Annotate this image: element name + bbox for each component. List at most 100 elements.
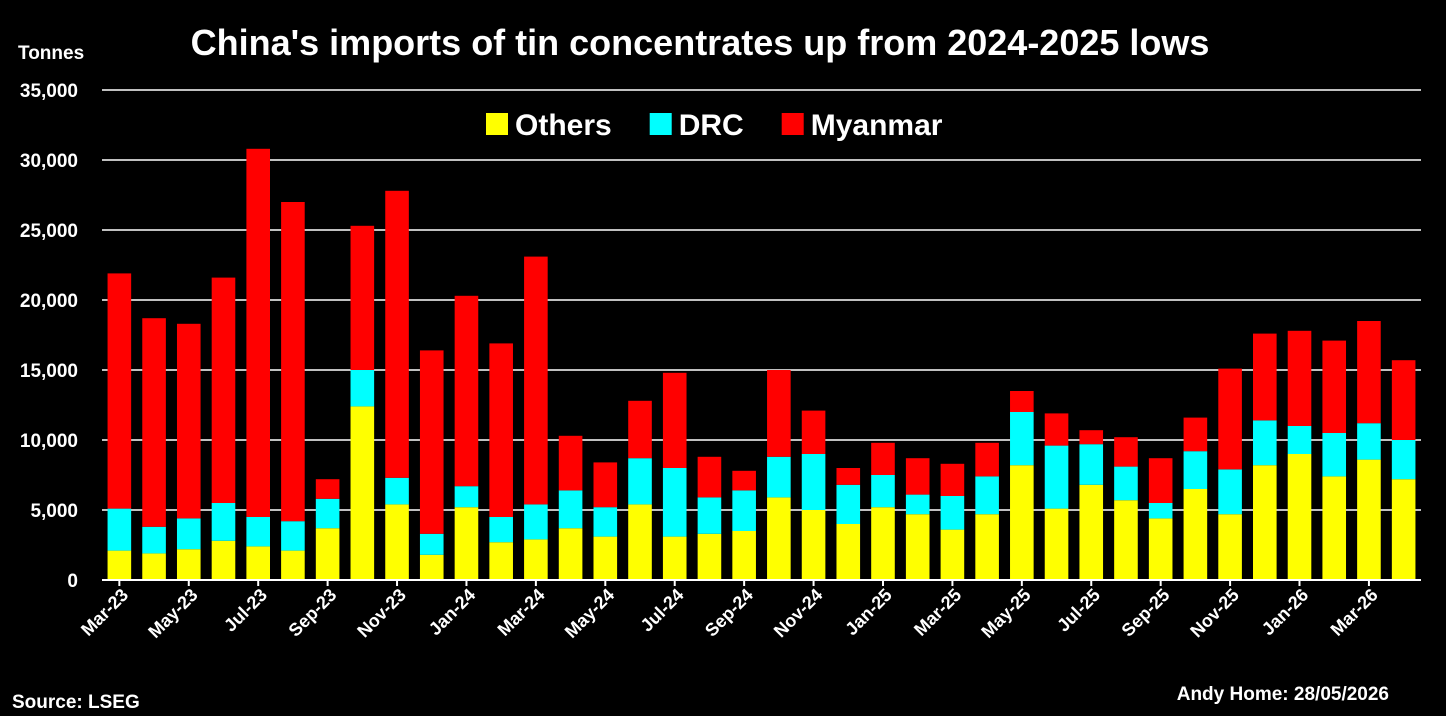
bar-myanmar-jul-23	[246, 148, 270, 518]
bar-others-nov-25	[1218, 514, 1242, 580]
bar-drc-jan-25	[871, 475, 895, 508]
bar-drc-sep-24	[732, 490, 756, 531]
y-tick-label: 35,000	[20, 81, 78, 102]
bar-others-feb-24	[489, 542, 513, 580]
bar-drc-oct-25	[1183, 451, 1208, 489]
x-tick-label: May-25	[977, 585, 1034, 642]
bar-others-aug-23	[281, 550, 305, 580]
bar-others-sep-25	[1148, 518, 1173, 580]
x-tick-label: Sep-23	[285, 585, 341, 641]
bar-others-jan-25	[871, 507, 895, 580]
y-tick-label: 25,000	[20, 221, 78, 242]
bar-myanmar-jun-23	[211, 277, 236, 503]
bar-others-dec-25	[1253, 465, 1277, 580]
bar-myanmar-sep-24	[732, 470, 756, 491]
bar-myanmar-apr-24	[558, 435, 583, 491]
bar-drc-aug-24	[697, 497, 722, 534]
legend-swatch-others	[486, 113, 508, 135]
bar-others-dec-23	[419, 554, 444, 580]
bar-others-oct-24	[767, 497, 791, 580]
bar-others-may-24	[593, 536, 618, 580]
bar-others-may-23	[176, 549, 201, 580]
bar-others-mar-26	[1357, 459, 1381, 580]
bar-drc-apr-23	[142, 526, 166, 554]
bar-myanmar-apr-26	[1391, 360, 1416, 440]
y-tick-label: 20,000	[20, 291, 78, 312]
bar-myanmar-oct-24	[767, 370, 791, 457]
bar-myanmar-jul-24	[662, 372, 687, 468]
bar-myanmar-aug-23	[281, 202, 305, 522]
x-tick-label: Mar-24	[494, 585, 549, 640]
bar-others-apr-26	[1391, 479, 1416, 580]
bar-myanmar-aug-25	[1114, 437, 1138, 467]
bar-others-sep-23	[315, 528, 340, 580]
bar-others-jun-25	[1044, 508, 1069, 580]
bar-drc-jan-26	[1287, 426, 1312, 454]
bar-myanmar-jul-25	[1079, 430, 1104, 445]
bar-drc-jul-24	[662, 468, 687, 537]
bar-others-jan-24	[454, 507, 479, 580]
bars	[107, 148, 1416, 580]
bar-drc-may-23	[176, 518, 201, 550]
bar-myanmar-mar-24	[524, 256, 548, 505]
bar-drc-mar-24	[524, 504, 548, 540]
bar-myanmar-feb-26	[1322, 340, 1347, 433]
bar-myanmar-jan-26	[1287, 330, 1312, 426]
bar-others-jun-23	[211, 540, 236, 580]
bar-myanmar-jun-25	[1044, 413, 1069, 446]
bar-myanmar-nov-23	[385, 190, 409, 478]
bar-drc-aug-25	[1114, 466, 1138, 501]
legend-label-drc: DRC	[679, 109, 744, 142]
y-tick-label: 5,000	[30, 501, 78, 522]
bar-others-apr-25	[975, 514, 999, 580]
bar-drc-nov-23	[385, 477, 409, 505]
bar-drc-mar-23	[107, 508, 132, 551]
bar-myanmar-nov-24	[801, 410, 826, 454]
legend: Others DRC Myanmar	[486, 109, 943, 142]
bar-myanmar-apr-23	[142, 318, 166, 527]
bar-others-feb-26	[1322, 476, 1347, 580]
bar-myanmar-sep-25	[1148, 458, 1173, 503]
x-tick-label: Nov-25	[1186, 585, 1243, 642]
y-tick-label: 0	[67, 571, 78, 592]
bar-drc-jul-23	[246, 517, 270, 547]
x-tick-label: Jan-25	[841, 585, 895, 639]
bar-myanmar-jun-24	[628, 400, 652, 459]
bar-others-oct-23	[350, 406, 375, 580]
bar-others-dec-24	[836, 524, 861, 580]
bar-drc-dec-25	[1253, 420, 1277, 466]
bar-others-apr-23	[142, 553, 166, 580]
bar-others-nov-24	[801, 510, 826, 580]
bar-drc-may-25	[1010, 412, 1034, 466]
x-tick-label: Nov-23	[353, 585, 410, 642]
bar-myanmar-dec-25	[1253, 333, 1277, 421]
bar-others-feb-25	[905, 514, 930, 580]
bar-others-jul-24	[662, 536, 687, 580]
x-tick-label: Jul-23	[220, 585, 271, 636]
y-tick-label: 10,000	[20, 431, 78, 452]
legend-swatch-drc	[649, 113, 672, 135]
source-note: Source: LSEG	[12, 692, 140, 713]
bar-others-mar-25	[940, 529, 965, 580]
legend-swatch-myanmar	[781, 113, 804, 135]
x-tick-label: Jan-26	[1258, 585, 1312, 639]
x-tick-label: Sep-24	[701, 585, 757, 641]
bar-myanmar-aug-24	[697, 456, 722, 498]
bar-drc-oct-24	[767, 456, 791, 498]
bar-myanmar-may-24	[593, 462, 618, 508]
bar-drc-feb-25	[905, 494, 930, 515]
bar-drc-nov-25	[1218, 469, 1242, 515]
bar-others-mar-23	[107, 550, 132, 580]
bar-myanmar-oct-23	[350, 225, 375, 370]
x-tick-label: Mar-25	[910, 585, 965, 640]
bar-others-oct-25	[1183, 489, 1208, 580]
bar-others-mar-24	[524, 539, 548, 580]
bar-myanmar-jan-24	[454, 295, 479, 487]
bar-myanmar-dec-24	[836, 468, 861, 485]
x-tick-label: Jul-25	[1053, 585, 1104, 636]
x-axis-ticks: Mar-23 May-23 Jul-23 Sep-23 Nov-23 Jan-24 Mar-…	[77, 580, 1382, 642]
bar-myanmar-dec-23	[419, 350, 444, 534]
bar-drc-apr-26	[1391, 440, 1416, 480]
bar-drc-jun-23	[211, 503, 236, 541]
bar-myanmar-jan-25	[871, 442, 895, 475]
